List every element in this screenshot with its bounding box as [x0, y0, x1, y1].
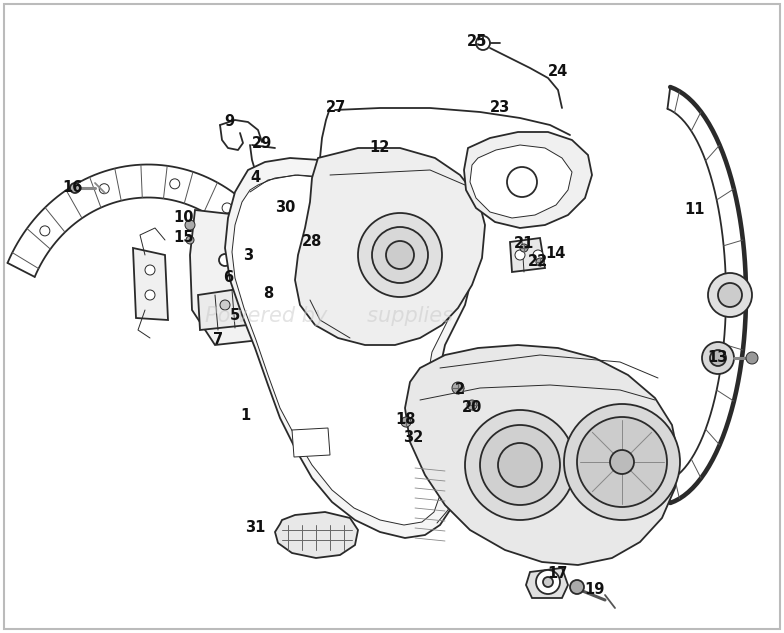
Text: 28: 28 [302, 234, 322, 249]
Circle shape [145, 265, 155, 275]
Text: 30: 30 [275, 199, 296, 215]
Polygon shape [292, 428, 330, 457]
Polygon shape [230, 210, 275, 252]
Text: 27: 27 [326, 99, 346, 115]
Text: 22: 22 [528, 253, 548, 268]
Circle shape [533, 250, 543, 260]
Polygon shape [295, 148, 485, 345]
Circle shape [708, 273, 752, 317]
Polygon shape [133, 248, 168, 320]
Text: 21: 21 [514, 237, 534, 251]
Circle shape [536, 570, 560, 594]
Text: 3: 3 [243, 248, 253, 263]
Polygon shape [278, 222, 312, 264]
Circle shape [702, 342, 734, 374]
Text: 11: 11 [684, 203, 706, 218]
Polygon shape [470, 145, 572, 218]
Text: 6: 6 [223, 270, 233, 284]
Circle shape [515, 250, 525, 260]
Text: 14: 14 [546, 246, 566, 261]
Circle shape [219, 254, 231, 266]
Circle shape [610, 450, 634, 474]
Circle shape [746, 352, 758, 364]
Text: 5: 5 [230, 308, 240, 322]
Circle shape [145, 290, 155, 300]
Text: 25: 25 [466, 35, 487, 49]
Circle shape [170, 179, 180, 189]
Polygon shape [510, 238, 545, 272]
Text: 9: 9 [224, 115, 234, 130]
Polygon shape [225, 158, 470, 538]
Circle shape [186, 236, 194, 244]
Circle shape [252, 254, 264, 266]
Circle shape [710, 350, 726, 366]
Circle shape [281, 206, 289, 214]
Text: 19: 19 [585, 582, 605, 598]
Circle shape [100, 184, 109, 194]
Text: 12: 12 [370, 141, 390, 156]
Text: 7: 7 [213, 332, 223, 348]
Text: 17: 17 [548, 567, 568, 582]
Text: 4: 4 [250, 170, 260, 185]
Polygon shape [232, 175, 460, 525]
Text: 10: 10 [174, 211, 194, 225]
Circle shape [543, 577, 553, 587]
Circle shape [185, 220, 195, 230]
Polygon shape [275, 512, 358, 558]
Circle shape [386, 241, 414, 269]
Circle shape [401, 417, 411, 427]
Text: 18: 18 [396, 413, 416, 427]
Circle shape [40, 226, 50, 236]
Text: 15: 15 [174, 230, 194, 246]
Text: 16: 16 [63, 180, 83, 196]
Circle shape [577, 417, 667, 507]
Text: 23: 23 [490, 101, 510, 115]
Circle shape [536, 258, 544, 266]
Circle shape [564, 404, 680, 520]
Circle shape [220, 300, 230, 310]
Polygon shape [198, 288, 248, 330]
Circle shape [222, 203, 232, 213]
Circle shape [498, 443, 542, 487]
Circle shape [718, 283, 742, 307]
Polygon shape [526, 568, 568, 598]
Polygon shape [405, 345, 678, 565]
Text: 1: 1 [240, 408, 250, 422]
Circle shape [520, 244, 528, 252]
Text: 20: 20 [462, 401, 482, 415]
Text: 29: 29 [252, 135, 272, 151]
Circle shape [70, 183, 80, 193]
Circle shape [250, 297, 260, 307]
Text: 2: 2 [455, 382, 465, 398]
Circle shape [465, 410, 575, 520]
Circle shape [507, 167, 537, 197]
Circle shape [480, 425, 560, 505]
Text: Powered by      supplies: Powered by supplies [205, 306, 453, 327]
Circle shape [570, 580, 584, 594]
Circle shape [476, 36, 490, 50]
Polygon shape [190, 210, 272, 345]
Circle shape [372, 227, 428, 283]
Text: 8: 8 [263, 285, 273, 301]
Circle shape [452, 382, 464, 394]
Text: 24: 24 [548, 65, 568, 80]
Text: 31: 31 [245, 520, 265, 534]
Circle shape [467, 400, 477, 410]
Polygon shape [464, 132, 592, 228]
Circle shape [358, 213, 442, 297]
Text: 32: 32 [403, 430, 423, 444]
Text: 13: 13 [708, 351, 728, 365]
Polygon shape [272, 200, 298, 222]
